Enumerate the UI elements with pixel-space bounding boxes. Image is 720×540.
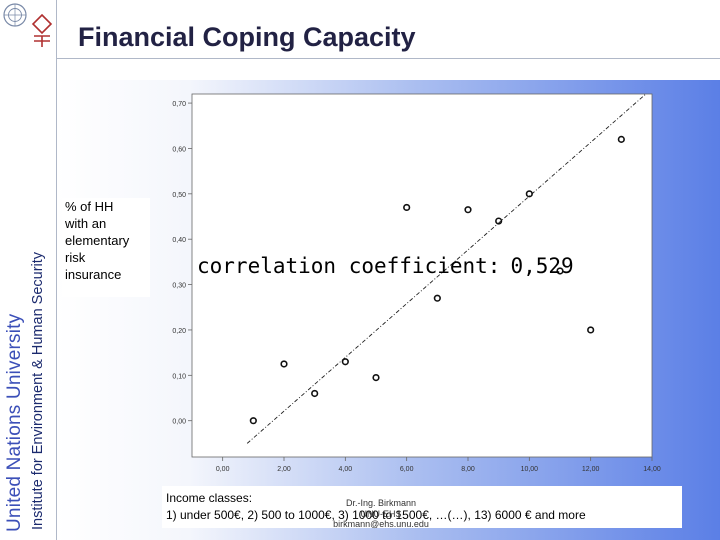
un-emblem-icon [3,3,27,27]
data-point [556,267,564,275]
y-label-line: elementary [65,233,130,248]
y-tick-label: 0,00 [172,419,186,426]
data-point [495,217,503,225]
data-point [249,417,257,425]
data-point [525,190,533,198]
data-point [587,326,595,334]
author-email: birkmann@ehs.unu.edu [333,519,429,529]
data-point [280,360,288,368]
x-tick-label: 10,00 [521,466,539,473]
plot-area [191,93,653,458]
y-label-line: insurance [65,267,122,282]
regression-line [246,93,647,444]
scatter-chart: 0,00 0,10 0,20 0,30 0,40 0,50 0,60 0,70 0,00 2,00… [172,93,661,473]
y-label-line: risk [65,250,86,265]
university-name: United Nations University [4,313,25,532]
y-axis-label: % of HH with an elementary risk insuranc… [62,198,150,297]
x-tick-label: 2,00 [277,466,291,473]
data-point [403,203,411,212]
y-label-line: % of HH [65,199,114,214]
institute-name: Institute for Environment & Human Securi… [30,251,46,530]
x-tick-label: 14,00 [643,466,661,473]
x-tick-label: 8,00 [461,466,475,473]
x-tick-label: 4,00 [339,466,353,473]
y-tick-label: 0,40 [172,237,186,244]
y-tick-label: 0,60 [172,146,186,153]
data-point [311,389,319,398]
data-point [341,358,349,366]
author-name: Dr.-Ing. Birkmann [345,498,417,508]
correlation-annotation: correlation coefficient: 0,529 [197,254,574,278]
data-point [433,294,441,302]
x-tick-label: 12,00 [582,466,600,473]
y-tick-label: 0,30 [172,283,186,290]
page-title: Financial Coping Capacity [78,22,416,52]
horizontal-divider [56,58,720,59]
data-point [464,206,472,214]
income-classes-box: Income classes: 1) under 500€, 2) 500 to… [162,486,682,528]
correlation-label: correlation coefficient: [197,254,501,278]
y-tick-label: 0,20 [172,328,186,335]
correlation-value: 0,529 [510,254,574,278]
author-credit: Dr.-Ing. Birkmann UNU-EHS birkmann@ehs.u… [316,498,446,530]
y-tick-label: 0,70 [172,101,186,108]
ehs-logo-icon [31,14,53,47]
data-point [617,135,625,143]
data-point [372,373,380,382]
top-bar [0,0,720,80]
income-classes-heading: Income classes: [166,491,253,505]
vertical-divider [56,0,57,540]
y-tick-label: 0,10 [172,373,186,380]
sidebar [0,0,56,540]
x-tick-label: 6,00 [400,466,414,473]
x-tick-label: 0,00 [216,466,230,473]
y-label-line: with an [65,216,107,231]
author-org: UNU-EHS [360,508,402,519]
y-tick-label: 0,50 [172,192,186,199]
income-classes-list: 1) under 500€, 2) 500 to 1000€, 3) 1000 … [166,508,586,522]
